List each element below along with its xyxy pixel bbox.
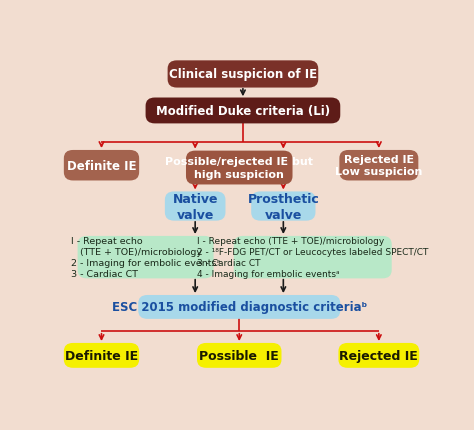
FancyBboxPatch shape: [251, 192, 316, 221]
Text: Definite IE: Definite IE: [65, 349, 138, 362]
Text: Prosthetic
valve: Prosthetic valve: [247, 192, 319, 221]
FancyBboxPatch shape: [78, 237, 213, 279]
FancyBboxPatch shape: [339, 150, 419, 181]
FancyBboxPatch shape: [234, 237, 392, 279]
Text: Rejected IE
Low suspicion: Rejected IE Low suspicion: [335, 155, 422, 177]
Text: Definite IE: Definite IE: [67, 160, 136, 172]
Text: Possible  IE: Possible IE: [200, 349, 279, 362]
Text: Native
valve: Native valve: [173, 192, 218, 221]
Text: Possible/rejected IE but
high suspicion: Possible/rejected IE but high suspicion: [165, 157, 313, 179]
FancyBboxPatch shape: [64, 150, 139, 181]
FancyBboxPatch shape: [168, 61, 318, 88]
FancyBboxPatch shape: [197, 343, 282, 368]
FancyBboxPatch shape: [186, 151, 292, 185]
FancyBboxPatch shape: [138, 295, 340, 319]
Text: I - Repeat echo (TTE + TOE)/microbiology
2 - ¹⁸F-FDG PET/CT or Leucocytes labele: I - Repeat echo (TTE + TOE)/microbiology…: [197, 237, 428, 279]
Text: Rejected IE: Rejected IE: [339, 349, 418, 362]
FancyBboxPatch shape: [165, 192, 226, 221]
Text: I - Repeat echo
   (TTE + TOE)/microbiology
2 - Imaging for embolic eventsᵃ
3 - : I - Repeat echo (TTE + TOE)/microbiology…: [71, 237, 220, 279]
Text: Modified Duke criteria (Li): Modified Duke criteria (Li): [156, 105, 330, 118]
FancyBboxPatch shape: [64, 343, 139, 368]
Text: ESC 2015 modified diagnostic criteriaᵇ: ESC 2015 modified diagnostic criteriaᵇ: [111, 301, 367, 314]
Text: Clinical suspicion of IE: Clinical suspicion of IE: [169, 68, 317, 81]
FancyBboxPatch shape: [338, 343, 419, 368]
FancyBboxPatch shape: [146, 98, 340, 124]
